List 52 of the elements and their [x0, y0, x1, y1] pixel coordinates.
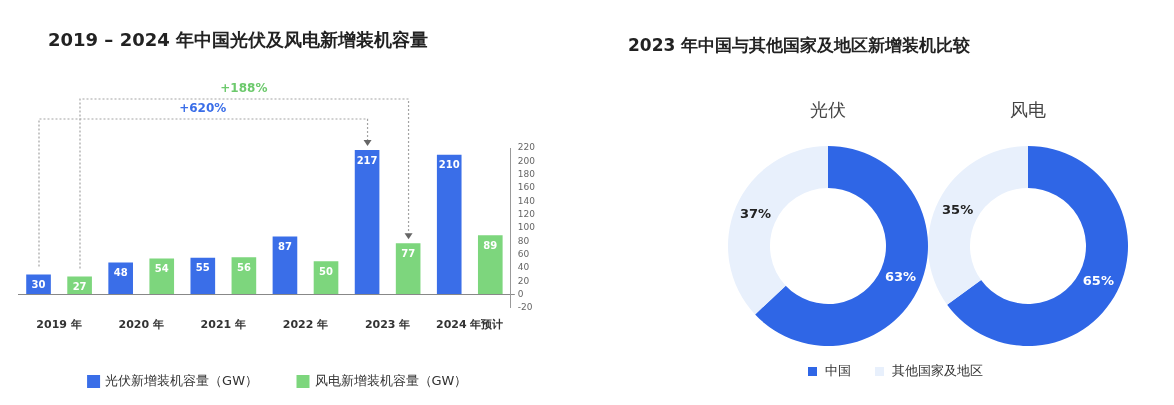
data-label: 27: [72, 281, 87, 293]
y-tick-label: 160: [517, 182, 536, 193]
data-label: 30: [31, 279, 46, 291]
y-tick-label: 40: [517, 262, 530, 273]
legend-label: 中国: [825, 362, 851, 380]
x-tick-label: 2023 年: [364, 318, 411, 332]
y-tick-label: -20: [517, 302, 533, 313]
data-label: 217: [356, 154, 378, 166]
data-label: 210: [438, 159, 460, 171]
legend-label: 其他国家及地区: [892, 362, 983, 380]
data-label: 48: [113, 267, 128, 279]
y-tick-label: 140: [517, 195, 536, 206]
data-label: 37%: [739, 206, 772, 221]
data-label: 35%: [942, 201, 974, 217]
x-tick-label: 2020 年: [118, 318, 164, 332]
data-label: 56: [236, 261, 251, 273]
data-label: 55: [195, 262, 210, 274]
bar: [395, 243, 421, 294]
chart-title: 2019 – 2024 年中国光伏及风电新增装机容量: [48, 28, 428, 52]
bar: [149, 258, 175, 294]
bar: [272, 236, 298, 294]
y-tick-label: 180: [517, 168, 536, 179]
bar: [477, 235, 503, 294]
text: +620%: [178, 101, 228, 115]
data-label: 87: [277, 241, 292, 253]
y-tick-label: 100: [517, 222, 536, 233]
x-tick-label: 2019 年: [36, 318, 82, 332]
y-tick-label: 120: [517, 208, 536, 219]
data-label: 65%: [1082, 273, 1114, 289]
data-label: 63%: [884, 268, 917, 284]
x-tick-label: 2024 年预计: [436, 318, 504, 332]
data-label: 89: [483, 239, 498, 251]
data-label: 50: [319, 265, 334, 277]
chart-title: 2023 年中国与其他国家及地区新增装机比较: [628, 34, 972, 57]
y-tick-label: 80: [517, 235, 530, 246]
y-tick-label: 200: [517, 155, 536, 166]
x-tick-label: 2021 年: [200, 318, 247, 332]
y-tick-label: 0: [517, 288, 524, 299]
chart-subtitle: 风电: [1009, 98, 1047, 122]
text: +188%: [219, 81, 269, 95]
x-tick-label: 2022 年: [282, 318, 329, 332]
data-label: 77: [401, 247, 416, 259]
y-tick-label: 20: [517, 275, 530, 286]
y-tick-label: 60: [517, 248, 530, 259]
legend-label: 光伏新增装机容量（GW）: [105, 372, 259, 388]
chart-subtitle: 光伏: [809, 98, 847, 122]
bar: [354, 150, 380, 294]
y-tick-label: 220: [517, 142, 536, 153]
bar: [436, 154, 462, 294]
legend-label: 风电新增装机容量（GW）: [314, 372, 468, 388]
data-label: 54: [154, 263, 169, 275]
bar: [190, 257, 216, 294]
